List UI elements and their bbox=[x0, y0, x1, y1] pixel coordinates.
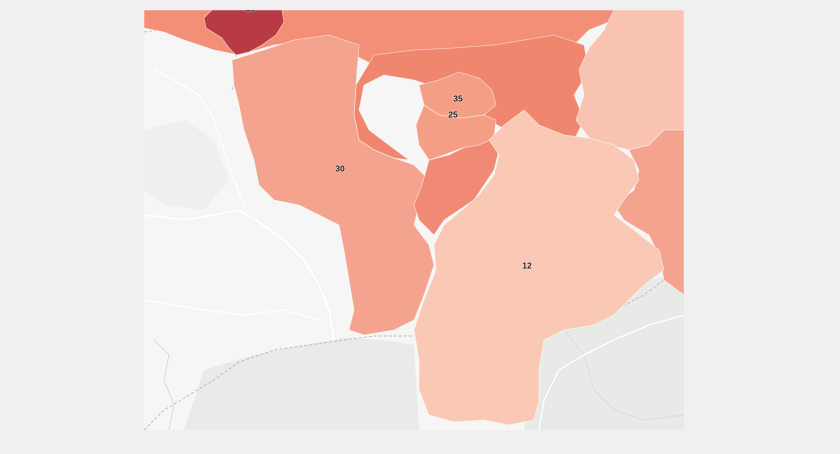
region-label-west: 30 bbox=[335, 163, 345, 173]
terrain-patch-southeast bbox=[524, 275, 684, 430]
region-label-city-north: 35 bbox=[453, 93, 463, 103]
region-south-large[interactable] bbox=[413, 109, 665, 426]
road-major-west bbox=[144, 208, 335, 341]
region-label-north-partial: 68 bbox=[245, 10, 255, 13]
road-secondary-west bbox=[153, 69, 245, 206]
river-southwest bbox=[153, 339, 175, 430]
terrain-patch-west bbox=[144, 120, 229, 210]
admin-border-southeast bbox=[613, 277, 684, 311]
choropleth-map[interactable]: 30 35 25 12 68 bbox=[144, 10, 684, 430]
river-southeast bbox=[563, 329, 684, 421]
road-minor-west bbox=[144, 299, 320, 321]
region-west-large[interactable] bbox=[231, 34, 435, 336]
map-viewport[interactable]: 30 35 25 12 68 bbox=[144, 10, 684, 430]
region-label-south: 12 bbox=[522, 260, 532, 270]
region-city-south[interactable] bbox=[415, 104, 497, 161]
region-north-dark[interactable] bbox=[203, 10, 285, 56]
region-label-city-south: 25 bbox=[448, 109, 458, 119]
admin-border-south bbox=[144, 335, 414, 430]
road-southeast bbox=[538, 314, 684, 430]
